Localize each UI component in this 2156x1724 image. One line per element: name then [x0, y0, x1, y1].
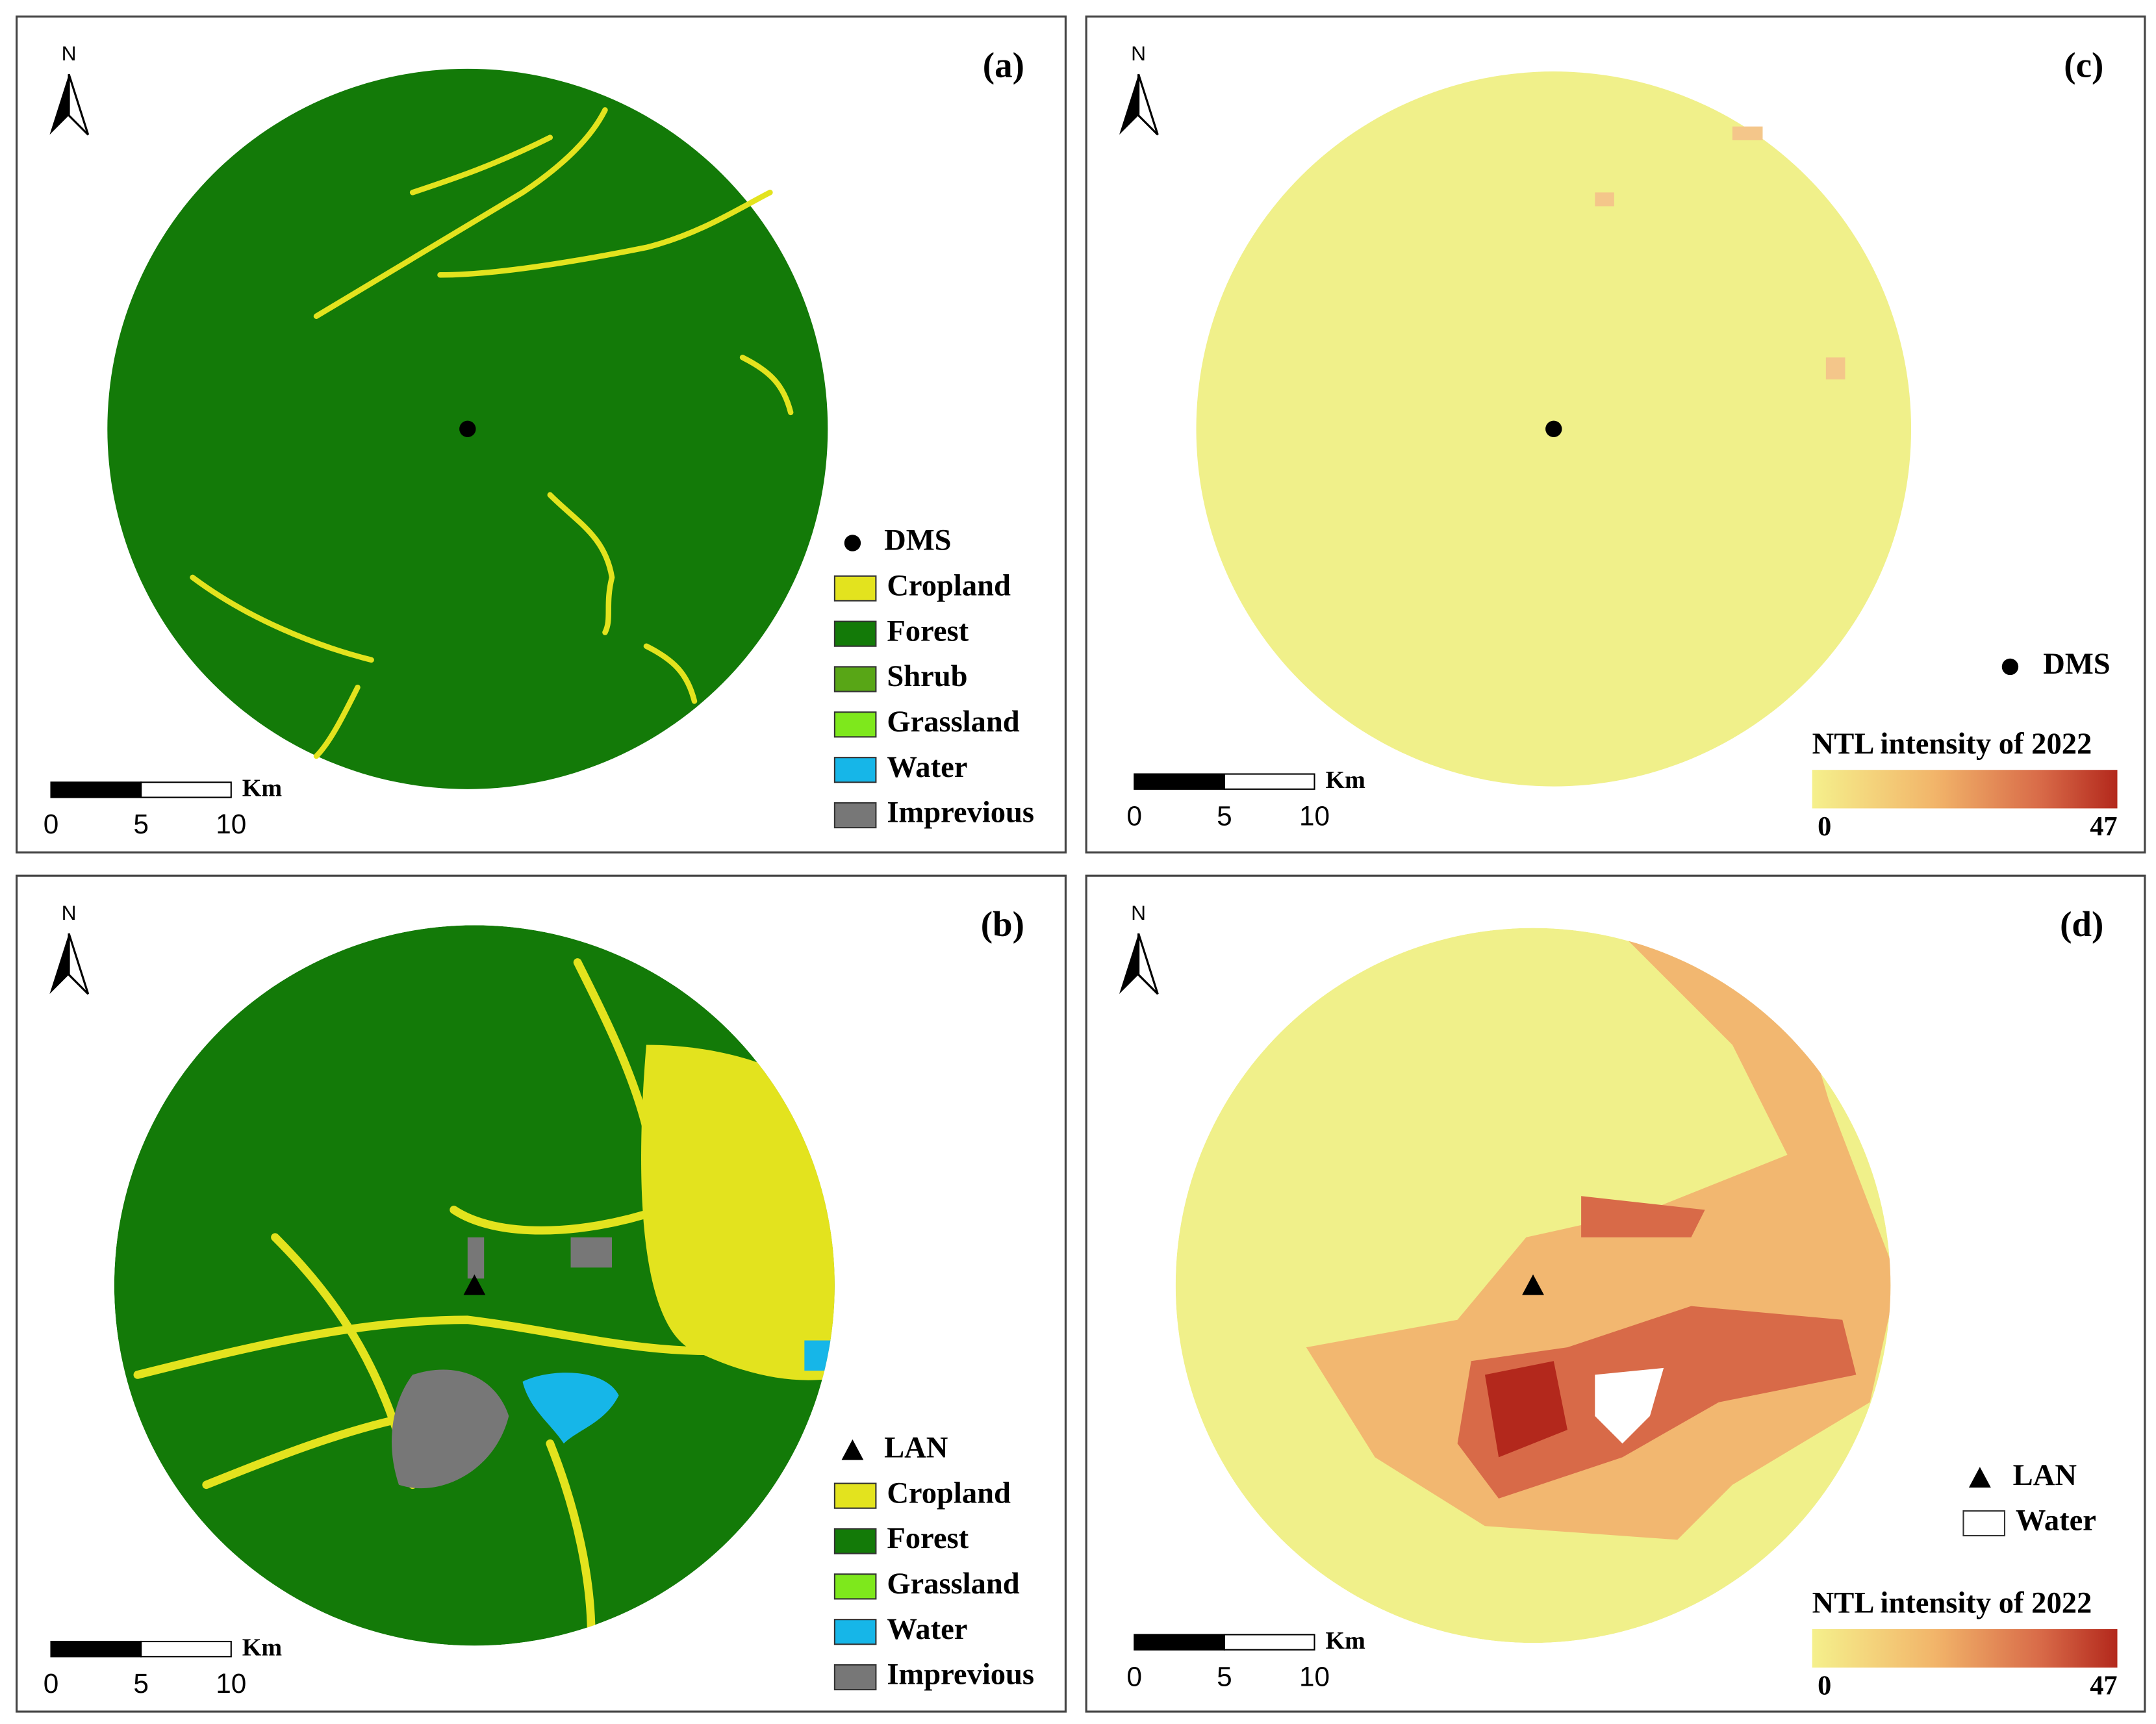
legend-swatch	[833, 1482, 877, 1509]
scale-bar	[50, 781, 142, 798]
north-arrow	[1119, 74, 1139, 135]
legend-label: Shrub	[887, 660, 967, 693]
legend-label: DMS	[2043, 648, 2110, 681]
north-arrow	[49, 933, 70, 995]
scale-unit: Km	[1325, 1627, 1365, 1654]
scale-tick: 0	[44, 1668, 59, 1699]
scale-unit: Km	[242, 775, 283, 802]
scale-bar	[140, 1640, 232, 1658]
scale-tick: 10	[1299, 1661, 1330, 1692]
panel-frame	[16, 874, 1067, 1713]
site-marker	[1522, 1274, 1544, 1295]
scale-unit: Km	[242, 1634, 283, 1661]
colorbar-title: NTL intensity of 2022	[1812, 728, 2092, 761]
legend-label: Cropland	[887, 570, 1011, 603]
colorbar	[1812, 770, 2118, 809]
panel-label: (b)	[981, 904, 1024, 944]
legend-label: Forest	[887, 615, 969, 648]
north-arrow	[1119, 933, 1139, 995]
scale-tick: 0	[1127, 1661, 1143, 1692]
scale-tick: 10	[1299, 800, 1330, 831]
legend-symbol	[844, 535, 861, 551]
legend-swatch	[833, 802, 877, 829]
legend-label: Cropland	[887, 1477, 1011, 1510]
site-marker	[459, 420, 476, 438]
scale-tick: 5	[1217, 1661, 1232, 1692]
north-arrow	[1137, 73, 1159, 136]
legend-swatch	[833, 1528, 877, 1554]
colorbar-max: 47	[2090, 1671, 2117, 1701]
legend-swatch	[833, 757, 877, 783]
legend-label: Imprevious	[887, 796, 1034, 830]
legend-label: Water	[887, 751, 967, 784]
colorbar-max: 47	[2090, 811, 2117, 842]
legend-swatch	[833, 1619, 877, 1645]
scale-tick: 5	[1217, 800, 1232, 831]
legend-swatch	[1962, 1510, 2006, 1537]
legend-swatch	[833, 575, 877, 602]
scale-bar	[50, 1640, 142, 1658]
map-b	[114, 925, 835, 1646]
north-label: N	[62, 42, 77, 65]
legend-label: Water	[2016, 1504, 2096, 1538]
legend-label: Forest	[887, 1522, 969, 1555]
colorbar-min: 0	[1818, 811, 1831, 842]
panel-frame	[1085, 874, 2146, 1713]
scale-bar	[1223, 1634, 1315, 1651]
legend-swatch	[833, 620, 877, 647]
panel-label: (d)	[2060, 904, 2103, 944]
scale-bar	[140, 781, 232, 798]
legend-swatch	[833, 711, 877, 738]
north-arrow	[49, 74, 70, 135]
scale-bar	[1134, 773, 1225, 790]
scale-tick: 0	[1127, 800, 1143, 831]
north-label: N	[1131, 901, 1146, 924]
legend-label: LAN	[2013, 1459, 2077, 1492]
scale-unit: Km	[1325, 767, 1365, 794]
colorbar-min: 0	[1818, 1671, 1831, 1701]
panel-label: (a)	[983, 45, 1024, 84]
legend-label: Water	[887, 1613, 967, 1646]
north-arrow	[68, 73, 90, 136]
scale-bar	[1223, 773, 1315, 790]
legend-swatch	[833, 1664, 877, 1691]
site-marker	[1545, 420, 1562, 438]
legend-label: DMS	[884, 524, 951, 557]
legend-label: LAN	[884, 1432, 948, 1465]
legend-symbol	[841, 1439, 864, 1460]
north-label: N	[1131, 42, 1146, 65]
north-label: N	[62, 901, 77, 924]
panel-label: (c)	[2064, 45, 2103, 84]
legend-swatch	[833, 666, 877, 692]
panel-frame	[1085, 15, 2146, 854]
colorbar-title: NTL intensity of 2022	[1812, 1587, 2092, 1620]
panel-frame	[16, 15, 1067, 854]
legend-label: Grassland	[887, 1567, 1019, 1601]
north-arrow	[1137, 933, 1159, 995]
legend-label: Grassland	[887, 705, 1019, 739]
legend-swatch	[833, 1573, 877, 1600]
colorbar	[1812, 1629, 2118, 1668]
scale-tick: 0	[44, 809, 59, 839]
legend-label: Imprevious	[887, 1658, 1034, 1692]
scale-bar	[1134, 1634, 1225, 1651]
site-marker	[463, 1274, 486, 1295]
scale-tick: 5	[133, 809, 149, 839]
legend-symbol	[2001, 658, 2019, 676]
scale-tick: 10	[216, 1668, 246, 1699]
scale-tick: 10	[216, 809, 246, 839]
scale-tick: 5	[133, 1668, 149, 1699]
legend-symbol	[1968, 1467, 1991, 1488]
north-arrow	[68, 933, 90, 995]
